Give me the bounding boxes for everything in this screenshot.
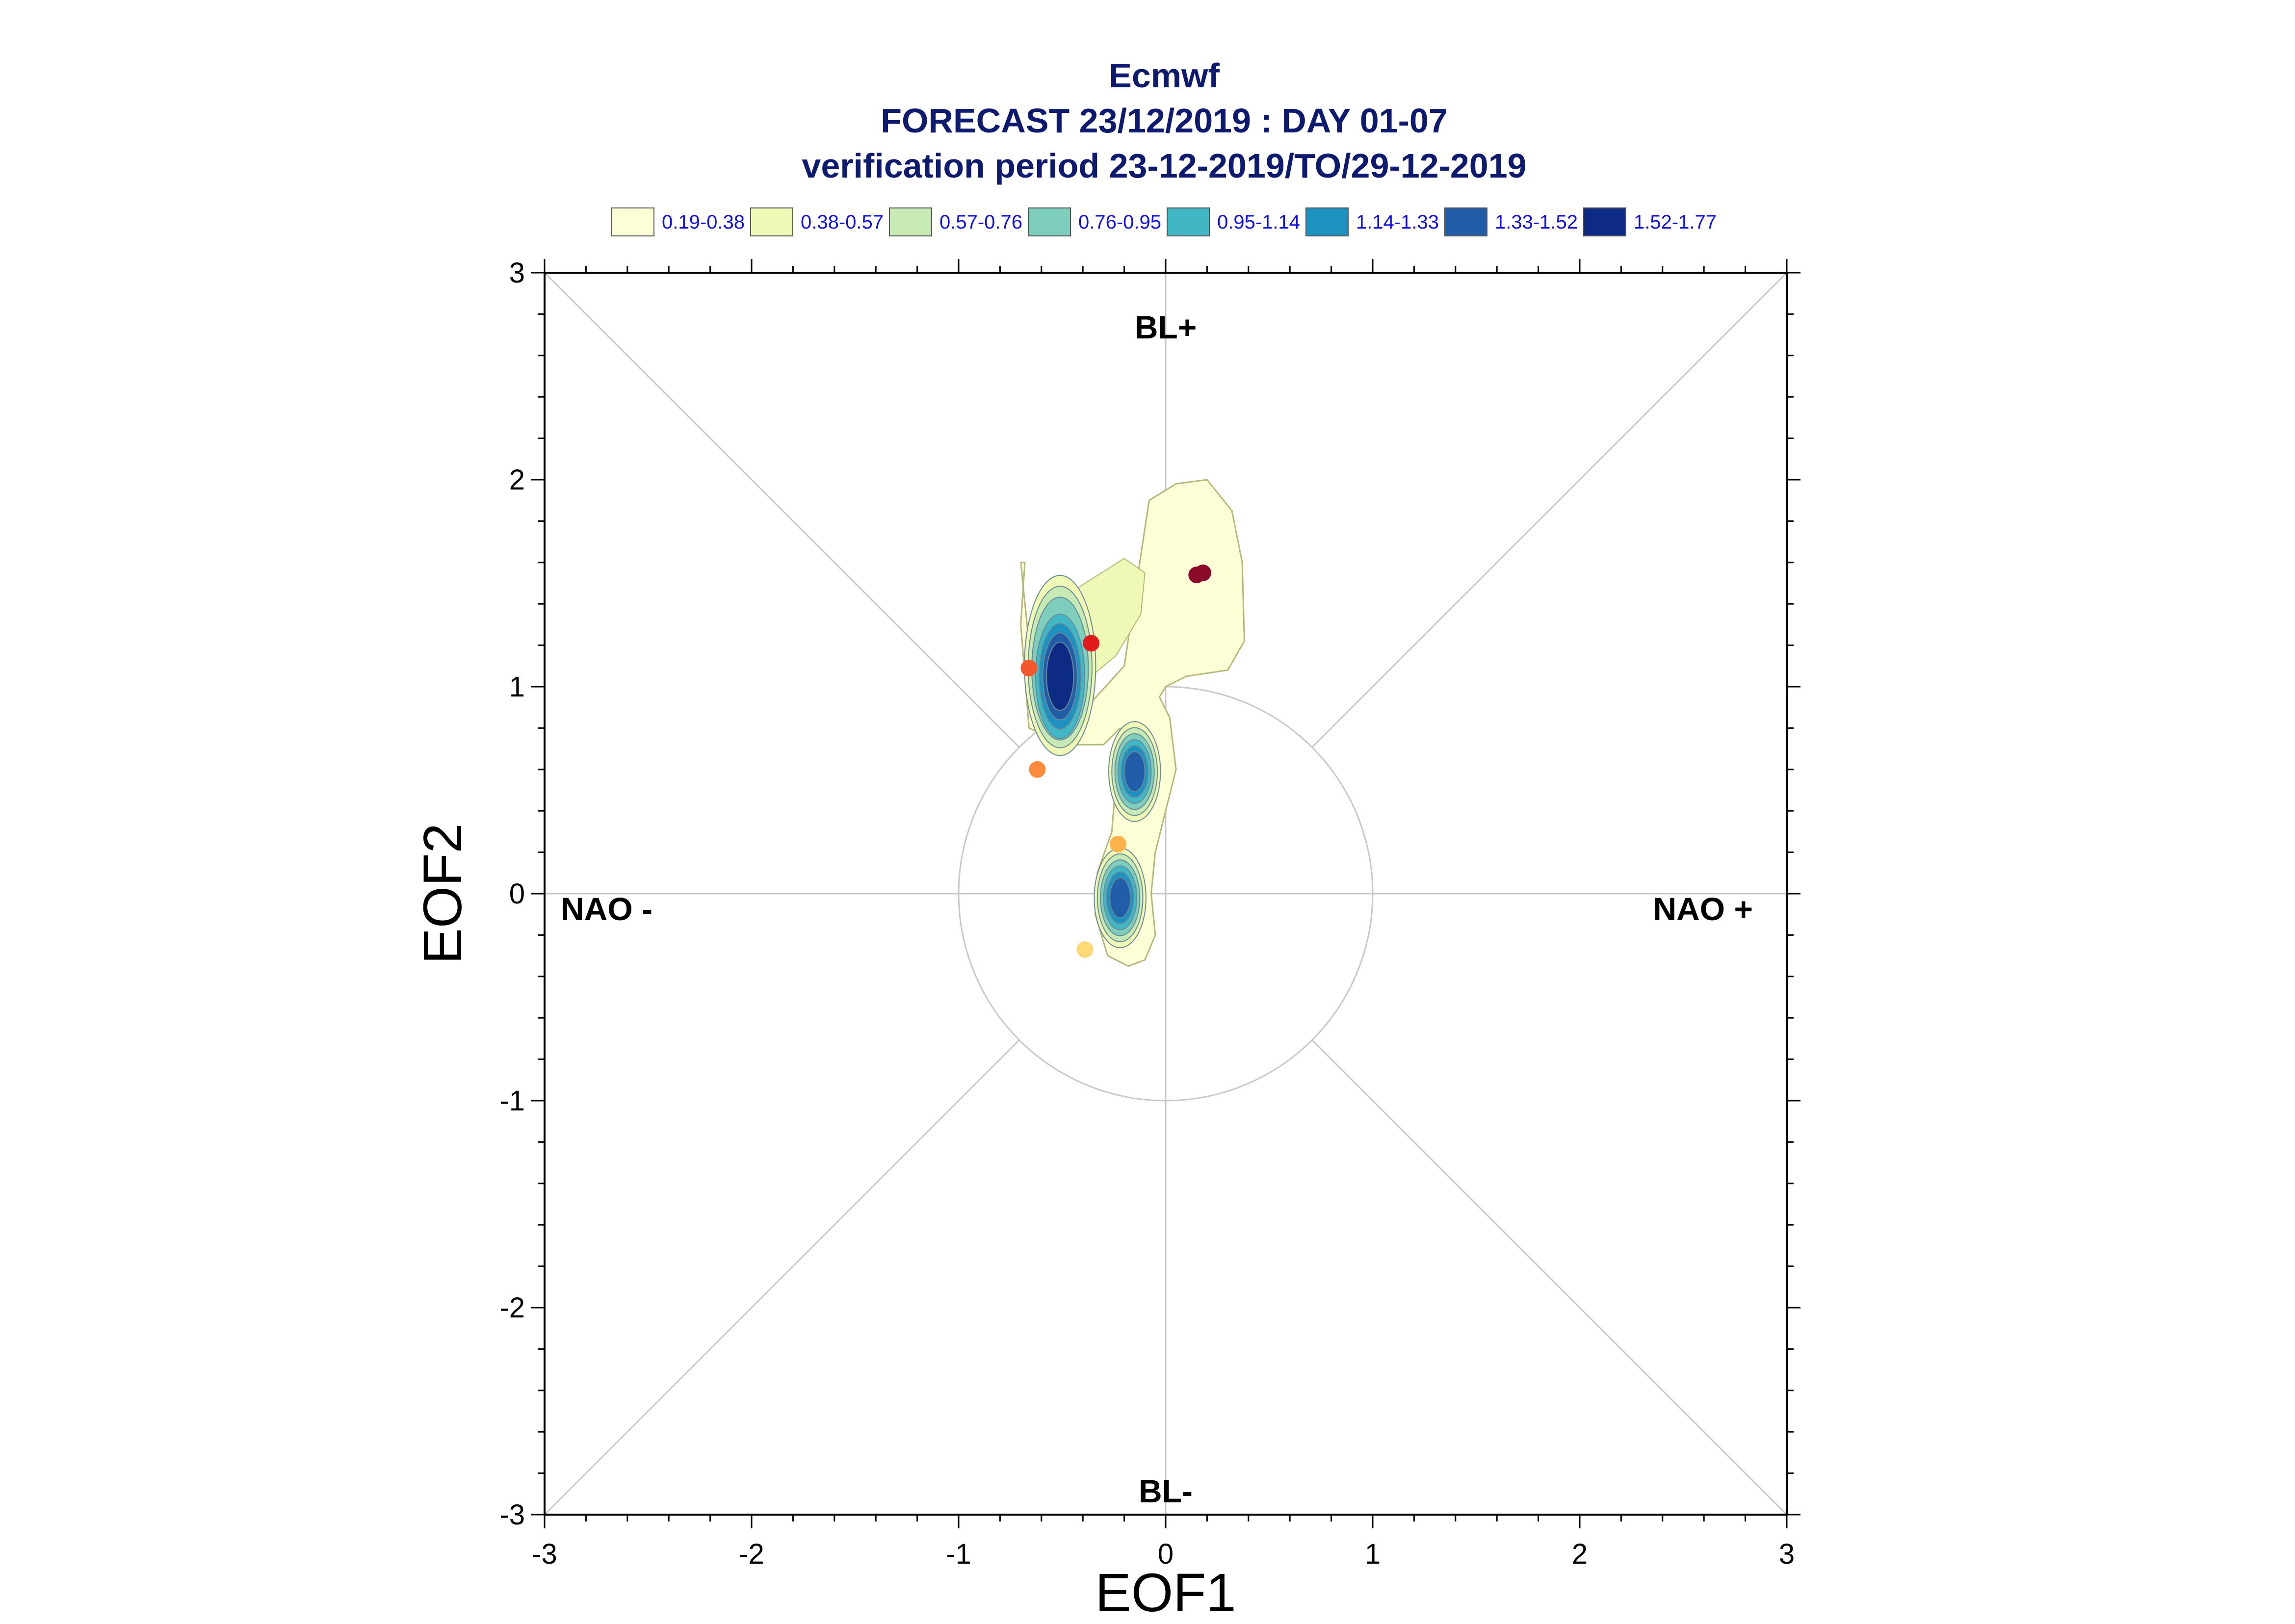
ensemble-point [1020, 660, 1038, 677]
x-tick-label: 0 [1158, 1538, 1174, 1570]
x-tick-label: 2 [1572, 1538, 1588, 1570]
y-tick-label: 1 [509, 671, 525, 703]
y-tick-label: 0 [509, 878, 525, 910]
legend-label: 1.52-1.77 [1634, 211, 1717, 233]
legend-swatch [1305, 207, 1349, 236]
density-contour [1046, 642, 1074, 711]
legend-swatch [750, 207, 793, 236]
legend-swatch [1583, 207, 1626, 236]
legend-swatch [1444, 207, 1487, 236]
y-tick-label: -2 [499, 1292, 525, 1324]
density-contours [1020, 479, 1245, 967]
density-contour [1123, 751, 1146, 792]
region-label-top: BL+ [1135, 309, 1197, 345]
legend-label: 1.14-1.33 [1356, 211, 1439, 233]
region-label-bottom: BL- [1139, 1473, 1193, 1509]
legend-label: 0.57-0.76 [939, 211, 1022, 233]
axis-ticks [531, 259, 1800, 1528]
chart-subtitle: FORECAST 23/12/2019 : DAY 01-07 [881, 102, 1448, 140]
y-tick-label: 3 [509, 257, 525, 289]
legend-label: 0.95-1.14 [1217, 211, 1300, 233]
y-axis-label: EOF2 [413, 823, 473, 964]
region-label-left: NAO - [561, 891, 652, 927]
ensemble-point [1194, 564, 1211, 581]
region-label-right: NAO + [1653, 891, 1753, 927]
ensemble-point [1029, 761, 1046, 778]
ensemble-points [1020, 564, 1211, 958]
x-tick-label: -2 [739, 1538, 764, 1570]
density-contour [1109, 877, 1131, 919]
reference-lines [544, 272, 1788, 1516]
ensemble-point [1076, 941, 1094, 958]
legend-swatch [611, 207, 654, 236]
legend-label: 0.38-0.57 [801, 211, 884, 233]
legend-label: 1.33-1.52 [1495, 211, 1578, 233]
legend-swatch [1028, 207, 1071, 236]
chart-title: Ecmwf [1109, 56, 1220, 95]
x-tick-label: -1 [946, 1538, 971, 1570]
ensemble-point [1083, 635, 1100, 652]
x-axis-label: EOF1 [1095, 1563, 1236, 1623]
tick-labels: -3 -2 -1 0 1 2 3 -3 -2 -1 0 1 2 3 [499, 257, 1795, 1570]
ensemble-point [1109, 835, 1126, 852]
legend-swatch [889, 207, 932, 236]
x-tick-label: 3 [1779, 1538, 1795, 1570]
plot-area [531, 259, 1800, 1528]
legend-label: 0.76-0.95 [1078, 211, 1161, 233]
legend-label: 0.19-0.38 [662, 211, 745, 233]
y-tick-label: -1 [499, 1085, 525, 1117]
y-tick-label: -3 [499, 1499, 525, 1531]
legend-swatch [1167, 207, 1210, 236]
legend: 0.19-0.38 0.38-0.57 0.57-0.76 0.76-0.95 0.95… [611, 207, 1717, 236]
y-tick-label: 2 [509, 464, 525, 496]
x-tick-label: -3 [532, 1538, 557, 1570]
chart-subtitle-2: verification period 23-12-2019/TO/29-12-… [802, 147, 1526, 185]
x-tick-label: 1 [1365, 1538, 1381, 1570]
